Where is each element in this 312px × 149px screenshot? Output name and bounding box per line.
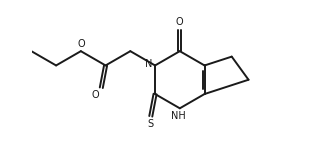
Text: O: O xyxy=(77,39,85,49)
Text: O: O xyxy=(92,90,100,100)
Text: O: O xyxy=(176,17,184,27)
Text: S: S xyxy=(148,119,154,129)
Text: NH: NH xyxy=(172,111,186,121)
Text: N: N xyxy=(145,59,153,69)
